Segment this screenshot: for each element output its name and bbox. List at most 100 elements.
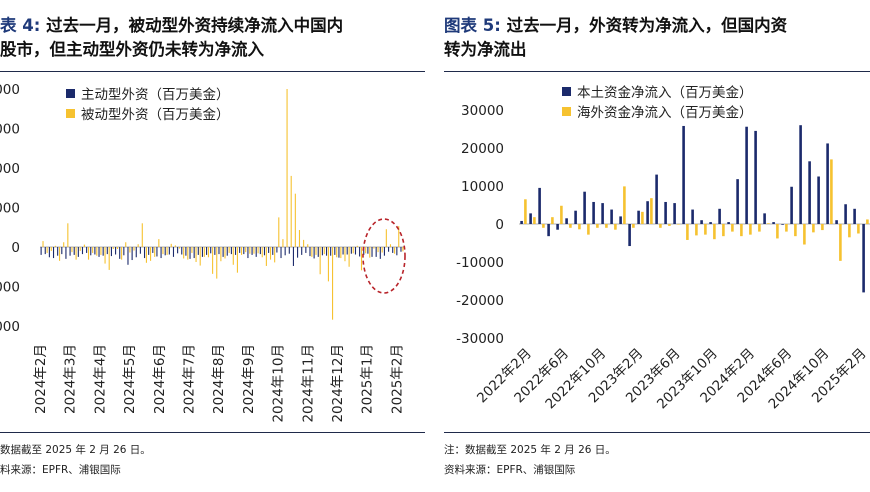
- left-bar-series1: [388, 247, 390, 252]
- right-bar-series1: [565, 218, 568, 224]
- right-bar-series1: [790, 186, 793, 224]
- left-bar-series1: [239, 247, 241, 253]
- left-title-line2: 股市，但主动型外资仍未转为净流入: [0, 40, 264, 59]
- left-bar-series2: [228, 247, 230, 253]
- right-ytick-label: -10000: [456, 255, 504, 271]
- right-bar-series1: [637, 210, 640, 224]
- left-bar-series1: [164, 247, 166, 256]
- right-chart: 3000020000100000-10000-20000-300002022年2…: [456, 85, 870, 412]
- left-bar-series2: [377, 247, 379, 253]
- left-bar-series2: [365, 247, 367, 254]
- left-chart: 00000000000000000002024年2月2024年3月2024年4月…: [0, 82, 406, 423]
- left-xtick-label: 2024年6月: [152, 344, 168, 414]
- left-legend-swatch: [66, 89, 75, 98]
- left-bar-series1: [148, 247, 150, 255]
- right-bar-series2: [668, 224, 671, 226]
- right-bar-series1: [610, 209, 613, 224]
- left-bar-series1: [371, 247, 373, 257]
- left-bar-series1: [86, 247, 88, 253]
- left-bar-series2: [42, 241, 44, 247]
- left-bar-series2: [79, 247, 81, 251]
- left-bar-series2: [125, 242, 127, 247]
- right-bar-series2: [713, 224, 716, 240]
- left-bar-series1: [350, 247, 352, 254]
- left-bar-series2: [369, 247, 371, 258]
- left-xtick-label: 2024年2月: [33, 344, 49, 414]
- left-ytick-label: 000: [0, 161, 20, 177]
- left-bar-series2: [100, 247, 102, 255]
- right-bar-series1: [556, 224, 559, 230]
- left-bar-series1: [119, 247, 121, 259]
- left-legend-label: 被动型外资（百万美金）: [81, 107, 230, 123]
- right-note: 注：数据截至 2025 年 2 月 26 日。: [444, 444, 616, 456]
- left-title-line1: 过去一月，被动型外资持续净流入中国内: [46, 16, 344, 35]
- right-bar-series2: [650, 198, 653, 224]
- left-bar-series1: [210, 247, 212, 254]
- left-bar-series1: [338, 247, 340, 258]
- right-ytick-label: 10000: [461, 179, 504, 195]
- right-bar-series2: [551, 217, 554, 224]
- right-ytick-label: 20000: [461, 141, 504, 157]
- left-bar-series2: [340, 247, 342, 259]
- left-bar-series2: [265, 247, 267, 266]
- left-bar-series2: [269, 247, 272, 260]
- left-bar-series2: [394, 247, 396, 254]
- left-bar-series2: [203, 247, 205, 257]
- right-bar-series1: [592, 201, 595, 224]
- right-bar-series1: [547, 224, 550, 237]
- right-bar-series2: [704, 224, 707, 235]
- left-bar-series1: [222, 247, 224, 257]
- right-bar-series1: [673, 203, 676, 224]
- right-figure: 图表 5: 过去一月，外资转为净流入，但国内资 转为净流出 30000 20000…: [444, 0, 870, 492]
- right-bar-series2: [605, 224, 608, 228]
- left-bar-series2: [67, 223, 69, 247]
- left-ytick-label: 000: [0, 122, 20, 138]
- left-bar-series1: [160, 247, 162, 259]
- left-bar-series2: [191, 247, 193, 253]
- right-bar-series1: [745, 126, 748, 224]
- left-bar-series1: [392, 247, 394, 253]
- left-ytick-label: 000: [0, 280, 20, 296]
- left-bar-series1: [218, 247, 220, 255]
- left-bar-series1: [189, 247, 191, 259]
- left-bar-series2: [178, 247, 181, 249]
- left-xtick-label: 2024年8月: [211, 344, 227, 414]
- right-bar-series2: [686, 224, 689, 240]
- right-ytick-label: -20000: [456, 293, 504, 309]
- left-bar-series2: [332, 247, 334, 320]
- right-bar-series1: [520, 220, 523, 224]
- left-bar-series2: [96, 247, 98, 256]
- left-bar-series2: [373, 247, 375, 249]
- right-bar-series1: [655, 174, 658, 224]
- right-bar-series2: [542, 224, 545, 228]
- left-bar-series2: [274, 247, 276, 263]
- right-legend-label: 本土资金净流入（百万美金）: [577, 85, 753, 101]
- left-xtick-label: 2025年1月: [360, 344, 376, 414]
- left-figure: 表 4: 过去一月，被动型外资持续净流入中国内 股市，但主动型外资仍未转为净流入…: [0, 0, 425, 492]
- left-bar-series1: [65, 247, 67, 259]
- right-bar-series1: [583, 191, 586, 224]
- left-bar-series1: [305, 247, 307, 253]
- left-bar-series2: [389, 244, 392, 247]
- right-bar-series1: [862, 224, 865, 293]
- right-bar-series1: [772, 222, 775, 224]
- right-title-line2: 转为净流出: [444, 40, 527, 59]
- right-bar-series1: [736, 179, 739, 224]
- left-bar-series2: [145, 247, 147, 263]
- left-bar-series2: [245, 247, 247, 253]
- left-bar-series1: [181, 247, 183, 255]
- left-bar-series2: [92, 247, 94, 253]
- left-bar-series2: [187, 247, 189, 260]
- left-bar-series2: [344, 247, 346, 262]
- right-bar-series2: [830, 159, 833, 224]
- left-bar-series1: [230, 247, 232, 255]
- right-bar-series1: [664, 201, 667, 224]
- left-bar-series1: [292, 247, 294, 266]
- right-bar-series1: [601, 203, 604, 224]
- left-bar-series1: [123, 247, 125, 256]
- left-footer-divider: [0, 432, 425, 433]
- right-bar-series2: [857, 224, 860, 234]
- left-bar-series2: [166, 247, 168, 255]
- left-bar-series1: [197, 247, 199, 255]
- left-bar-series1: [48, 247, 50, 258]
